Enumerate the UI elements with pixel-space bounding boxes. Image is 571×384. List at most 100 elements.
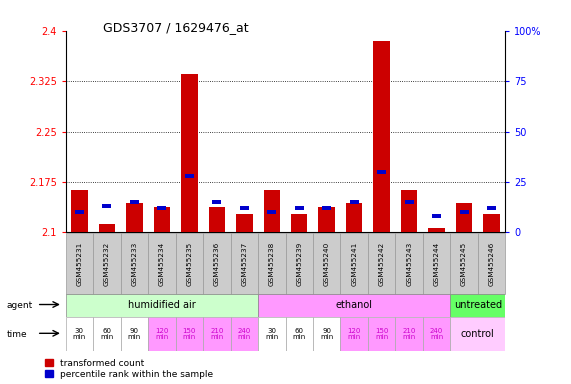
Bar	[120, 233, 148, 294]
Bar	[451, 294, 505, 317]
Text: GSM455231: GSM455231	[77, 241, 82, 286]
Bar	[368, 317, 395, 351]
Legend: transformed count, percentile rank within the sample: transformed count, percentile rank withi…	[45, 358, 214, 379]
Text: ethanol: ethanol	[336, 300, 373, 310]
Text: GSM455232: GSM455232	[104, 241, 110, 286]
Bar	[208, 207, 225, 232]
Text: 210
min: 210 min	[210, 328, 223, 340]
Bar	[75, 210, 84, 214]
Bar	[346, 204, 363, 232]
Text: GSM455239: GSM455239	[296, 241, 302, 286]
Text: 240
min: 240 min	[238, 328, 251, 340]
Bar	[203, 233, 231, 294]
Bar	[456, 204, 472, 232]
Text: GSM455245: GSM455245	[461, 241, 467, 286]
Bar	[258, 317, 286, 351]
Bar	[66, 294, 258, 317]
Text: untreated: untreated	[454, 300, 502, 310]
Bar	[483, 214, 500, 232]
Text: 30
min: 30 min	[265, 328, 279, 340]
Bar	[157, 206, 166, 210]
Bar	[102, 204, 111, 209]
Text: GSM455234: GSM455234	[159, 241, 165, 286]
Bar	[258, 233, 286, 294]
Text: GSM455244: GSM455244	[433, 241, 440, 286]
Bar	[93, 233, 120, 294]
Text: control: control	[461, 329, 494, 339]
Text: GSM455241: GSM455241	[351, 241, 357, 286]
Bar	[432, 214, 441, 218]
Bar	[286, 233, 313, 294]
Bar	[286, 317, 313, 351]
Bar	[395, 233, 423, 294]
Bar	[258, 294, 451, 317]
Bar	[212, 200, 222, 204]
Bar	[313, 317, 340, 351]
Bar	[340, 233, 368, 294]
Bar	[451, 233, 478, 294]
Text: 120
min: 120 min	[155, 328, 168, 340]
Text: humidified air: humidified air	[128, 300, 196, 310]
Bar	[373, 41, 390, 232]
Bar	[203, 317, 231, 351]
Bar	[93, 317, 120, 351]
Text: GSM455233: GSM455233	[131, 241, 138, 286]
Text: 90
min: 90 min	[320, 328, 333, 340]
Text: GSM455242: GSM455242	[379, 241, 385, 286]
Text: agent: agent	[7, 301, 33, 310]
Bar	[349, 200, 359, 204]
Text: GSM455237: GSM455237	[242, 241, 247, 286]
Text: GSM455243: GSM455243	[406, 241, 412, 286]
Bar	[487, 206, 496, 210]
Bar	[423, 233, 451, 294]
Bar	[263, 190, 280, 232]
Text: time: time	[7, 329, 27, 339]
Bar	[66, 317, 93, 351]
Text: GSM455236: GSM455236	[214, 241, 220, 286]
Bar	[126, 204, 143, 232]
Bar	[460, 210, 469, 214]
Bar	[154, 207, 170, 232]
Bar	[231, 233, 258, 294]
Text: GSM455246: GSM455246	[489, 241, 494, 286]
Bar	[99, 224, 115, 232]
Bar	[319, 207, 335, 232]
Bar	[240, 206, 249, 210]
Bar	[267, 210, 276, 214]
Bar	[120, 317, 148, 351]
Bar	[176, 233, 203, 294]
Text: 210
min: 210 min	[403, 328, 416, 340]
Bar	[176, 317, 203, 351]
Text: GDS3707 / 1629476_at: GDS3707 / 1629476_at	[103, 21, 248, 34]
Text: 150
min: 150 min	[375, 328, 388, 340]
Bar	[377, 170, 386, 174]
Text: 30
min: 30 min	[73, 328, 86, 340]
Bar	[71, 190, 88, 232]
Bar	[423, 317, 451, 351]
Text: 150
min: 150 min	[183, 328, 196, 340]
Bar	[428, 228, 445, 232]
Text: 60
min: 60 min	[292, 328, 306, 340]
Bar	[368, 233, 395, 294]
Bar	[478, 233, 505, 294]
Bar	[395, 317, 423, 351]
Bar	[451, 317, 505, 351]
Text: 120
min: 120 min	[348, 328, 361, 340]
Bar	[340, 317, 368, 351]
Bar	[185, 174, 194, 178]
Bar	[130, 200, 139, 204]
Bar	[291, 214, 307, 232]
Bar	[181, 74, 198, 232]
Text: GSM455240: GSM455240	[324, 241, 329, 286]
Bar	[66, 233, 93, 294]
Bar	[148, 317, 176, 351]
Bar	[405, 200, 414, 204]
Text: 90
min: 90 min	[128, 328, 141, 340]
Bar	[231, 317, 258, 351]
Bar	[322, 206, 331, 210]
Text: 60
min: 60 min	[100, 328, 114, 340]
Text: GSM455238: GSM455238	[269, 241, 275, 286]
Text: 240
min: 240 min	[430, 328, 443, 340]
Bar	[295, 206, 304, 210]
Bar	[236, 214, 252, 232]
